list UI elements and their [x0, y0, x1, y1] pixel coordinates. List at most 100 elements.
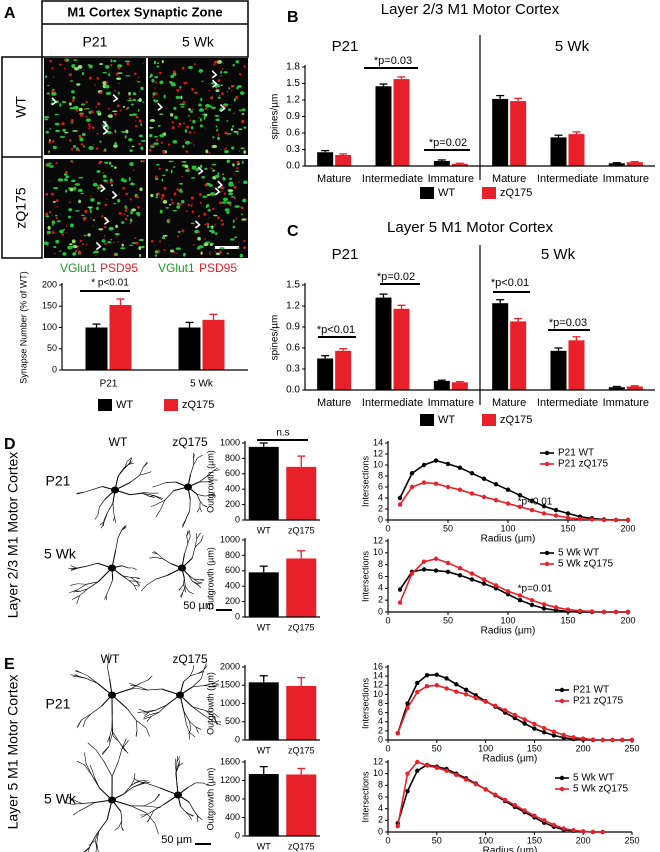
bar: [85, 327, 108, 370]
punctum: [75, 109, 79, 112]
dendrite: [82, 720, 86, 727]
punctum: [207, 224, 210, 229]
punctum: [97, 102, 101, 106]
punctum: [211, 242, 214, 245]
punctum: [46, 244, 49, 247]
punctum: [188, 131, 192, 134]
bar: [550, 137, 567, 166]
y-tick-label: 1.5: [286, 78, 300, 89]
bar: [550, 350, 567, 390]
punctum: [111, 180, 114, 183]
dendrite: [175, 773, 178, 783]
punctum: [236, 85, 243, 88]
punctum: [74, 67, 79, 71]
dendrite: [95, 750, 104, 761]
x-tick-label: 50: [432, 743, 442, 753]
dendrite: [97, 506, 100, 515]
dendrite: [76, 595, 80, 604]
dendrite: [195, 726, 202, 730]
y-tick-label: 12: [373, 756, 383, 766]
punctum: [137, 213, 141, 217]
punctum: [51, 91, 57, 96]
dendrite: [182, 586, 186, 593]
punctum: [178, 203, 182, 206]
dendrite: [133, 778, 140, 782]
dendrite: [187, 782, 197, 788]
y-tick-label: 1500: [220, 680, 240, 690]
y-tick-label: 8: [378, 698, 383, 708]
y-tick-label: 0: [378, 734, 383, 744]
y-tick-label: 0.6: [286, 128, 300, 139]
dendrite: [184, 543, 189, 555]
punctum: [191, 87, 195, 91]
punctum: [47, 233, 49, 236]
dendrite: [124, 462, 131, 469]
data-point: [532, 726, 537, 731]
dendrite: [146, 727, 150, 737]
bar: [248, 682, 279, 740]
punctum: [224, 105, 227, 108]
bar: [178, 327, 201, 370]
punctum: [184, 164, 189, 168]
dendrite: [121, 525, 127, 531]
punctum: [125, 75, 131, 77]
legend-marker: [559, 786, 565, 792]
punctum: [190, 126, 194, 130]
punctum: [172, 140, 178, 144]
dendrite: [126, 708, 137, 721]
data-point: [551, 733, 557, 738]
dendrite: [197, 815, 203, 821]
bar: [626, 162, 643, 166]
punctum: [151, 78, 155, 83]
punctum: [162, 150, 166, 154]
group-label: P21: [332, 38, 359, 55]
y-axis-label: Intersections: [360, 550, 370, 602]
dendrite: [136, 581, 141, 587]
dendrite: [90, 833, 98, 844]
dendrite: [204, 495, 212, 497]
punctum: [134, 72, 137, 76]
dendrite: [156, 499, 165, 505]
y-tick-label: 100: [42, 322, 57, 332]
punctum: [219, 246, 225, 250]
bar: [393, 79, 410, 166]
punctum: [64, 59, 67, 62]
scale-bar-label: 50 µm: [183, 600, 214, 612]
bar: [286, 685, 317, 740]
punctum: [206, 222, 210, 226]
dendrite: [212, 684, 218, 687]
dendrite: [114, 517, 117, 523]
dendrite: [140, 679, 148, 684]
punctum: [223, 192, 227, 195]
punctum: [181, 160, 184, 163]
dendrite: [94, 831, 99, 841]
y-tick-label: 14: [373, 671, 383, 681]
dendrite: [102, 760, 113, 777]
punctum: [116, 236, 118, 238]
data-point: [571, 828, 576, 833]
data-point: [445, 569, 451, 574]
punctum: [232, 225, 236, 229]
y-tick-label: 10: [373, 689, 383, 699]
dendrite: [203, 505, 207, 507]
punctum: [121, 131, 126, 133]
punctum: [135, 125, 138, 128]
punctum: [95, 254, 97, 256]
punctum: [121, 177, 125, 181]
punctum: [77, 148, 81, 152]
punctum: [161, 236, 166, 240]
punctum: [204, 127, 206, 129]
punctum: [90, 217, 92, 219]
dendrite: [136, 688, 148, 691]
arrowhead: [217, 180, 224, 189]
y-tick-label: 0.3: [286, 144, 300, 155]
punctum: [93, 184, 99, 187]
dendrite: [96, 831, 100, 844]
data-point: [444, 768, 449, 773]
punctum: [104, 161, 109, 164]
dendrite: [193, 457, 198, 466]
column-label: P21: [83, 34, 108, 50]
data-point: [397, 502, 403, 507]
punctum: [181, 229, 185, 233]
punctum: [81, 132, 86, 137]
